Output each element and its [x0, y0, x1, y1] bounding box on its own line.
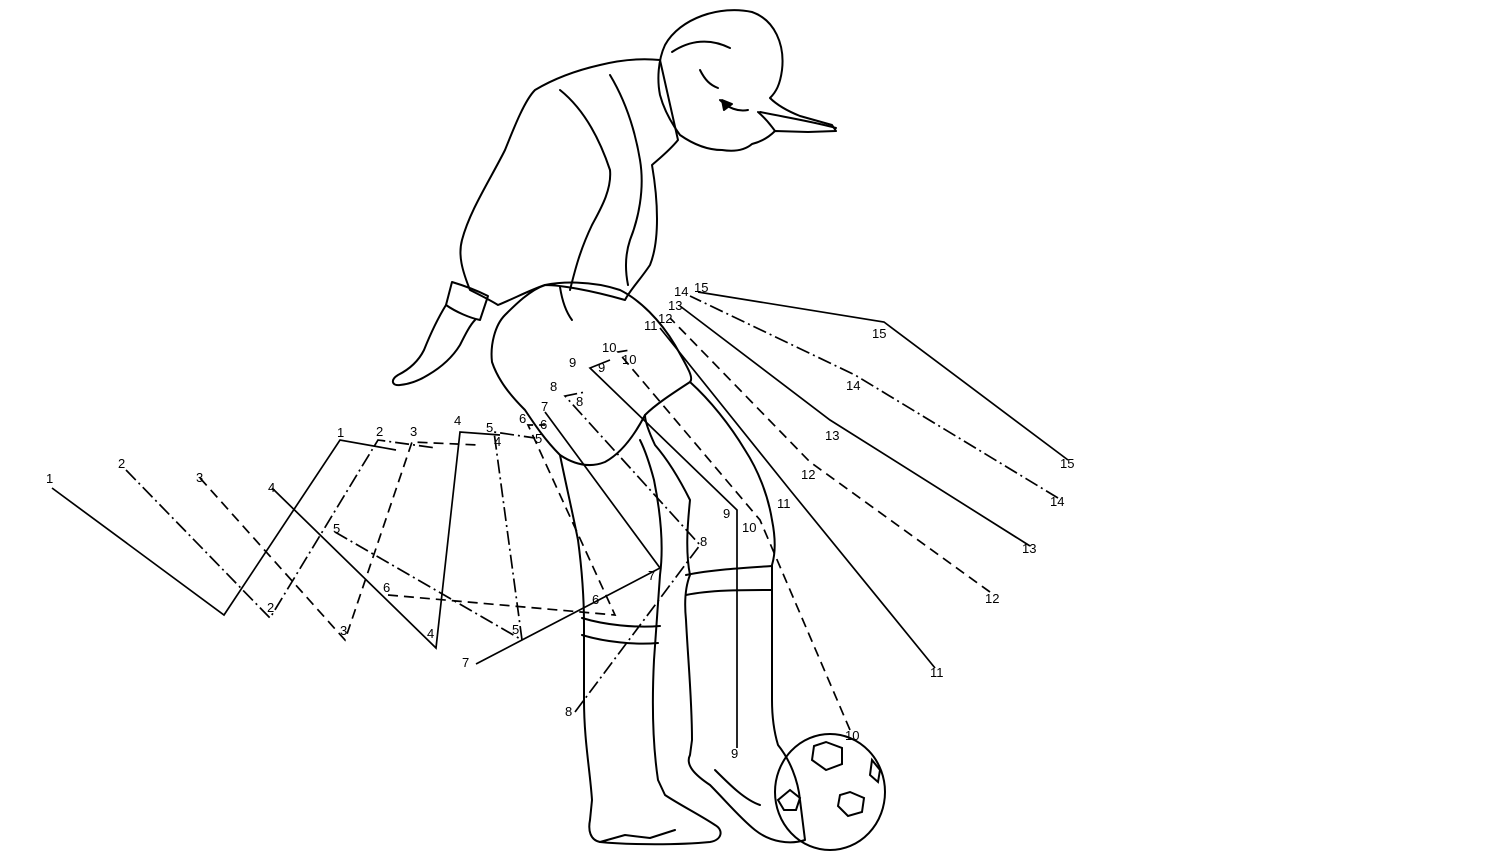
label-4-d: 4 — [494, 434, 501, 449]
player-hand — [392, 304, 476, 387]
label-10-d: 10 — [622, 352, 636, 367]
label-10-a: 10 — [845, 728, 859, 743]
label-6-d: 6 — [540, 417, 547, 432]
trajectory-12 — [669, 317, 991, 593]
label-14-a: 14 — [1050, 494, 1064, 509]
label-13-b: 13 — [825, 428, 839, 443]
label-8-c: 8 — [550, 379, 557, 394]
label-9-b: 9 — [723, 506, 730, 521]
trajectory-15 — [697, 291, 1069, 461]
player-right-leg — [644, 381, 806, 844]
label-7-a: 7 — [462, 655, 469, 670]
label-8-d: 8 — [576, 394, 583, 409]
label-13-a: 13 — [1022, 541, 1036, 556]
trajectory-9 — [588, 359, 738, 748]
label-10-b: 10 — [742, 520, 756, 535]
label-15-b: 15 — [872, 326, 886, 341]
trajectory-2 — [125, 439, 437, 620]
trajectory-14 — [689, 295, 1059, 499]
label-12-c: 12 — [658, 311, 672, 326]
trajectory-8 — [563, 391, 702, 713]
player-figure-icon — [392, 9, 837, 846]
label-7-c: 7 — [541, 399, 548, 414]
trajectory-1 — [51, 439, 397, 617]
label-3-c: 3 — [410, 424, 417, 439]
player-left-leg — [559, 439, 722, 846]
trajectory-labels: 1 1 2 2 2 3 3 3 4 4 4 4 5 5 5 5 6 6 6 6 … — [46, 280, 1074, 761]
soccer-ball-icon — [774, 733, 886, 851]
label-2-a: 2 — [118, 456, 125, 471]
label-4-c: 4 — [454, 413, 461, 428]
label-5-a: 5 — [333, 521, 340, 536]
label-9-a: 9 — [731, 746, 738, 761]
trajectory-4 — [271, 431, 501, 650]
player-head — [657, 9, 837, 152]
trajectory-11 — [659, 327, 936, 669]
player-shorts — [490, 281, 693, 467]
player-shirt — [459, 58, 679, 306]
trajectory-3 — [199, 441, 479, 642]
label-6-b: 6 — [592, 592, 599, 607]
label-13-c: 13 — [668, 298, 682, 313]
trajectory-13 — [679, 305, 1031, 547]
label-12-a: 12 — [985, 591, 999, 606]
label-3-a: 3 — [196, 470, 203, 485]
trajectory-6 — [387, 424, 617, 616]
label-6-c: 6 — [519, 411, 526, 426]
label-4-a: 4 — [268, 480, 275, 495]
label-4-b: 4 — [427, 626, 434, 641]
trajectory-7 — [475, 411, 662, 665]
label-11-c: 11 — [644, 318, 658, 333]
label-11-a: 11 — [930, 665, 944, 680]
label-12-b: 12 — [801, 467, 815, 482]
label-15-a: 15 — [1060, 456, 1074, 471]
label-2-b: 2 — [267, 600, 274, 615]
label-1-a: 1 — [46, 471, 53, 486]
trajectory-10 — [616, 349, 851, 731]
label-1-b: 1 — [337, 425, 344, 440]
label-3-b: 3 — [340, 623, 347, 638]
label-9-c: 9 — [569, 355, 576, 370]
label-15-c: 15 — [694, 280, 708, 295]
label-5-b: 5 — [512, 622, 519, 637]
label-9-d: 9 — [598, 360, 605, 375]
label-10-c: 10 — [602, 340, 616, 355]
trajectory-lines — [51, 291, 1069, 748]
label-7-b: 7 — [648, 568, 655, 583]
label-5-d: 5 — [535, 431, 542, 446]
label-11-b: 11 — [777, 496, 791, 511]
label-2-c: 2 — [376, 424, 383, 439]
label-8-b: 8 — [700, 534, 707, 549]
label-8-a: 8 — [565, 704, 572, 719]
label-6-a: 6 — [383, 580, 390, 595]
label-14-c: 14 — [674, 284, 688, 299]
label-5-c: 5 — [486, 420, 493, 435]
label-14-b: 14 — [846, 378, 860, 393]
trajectory-5 — [334, 430, 536, 642]
